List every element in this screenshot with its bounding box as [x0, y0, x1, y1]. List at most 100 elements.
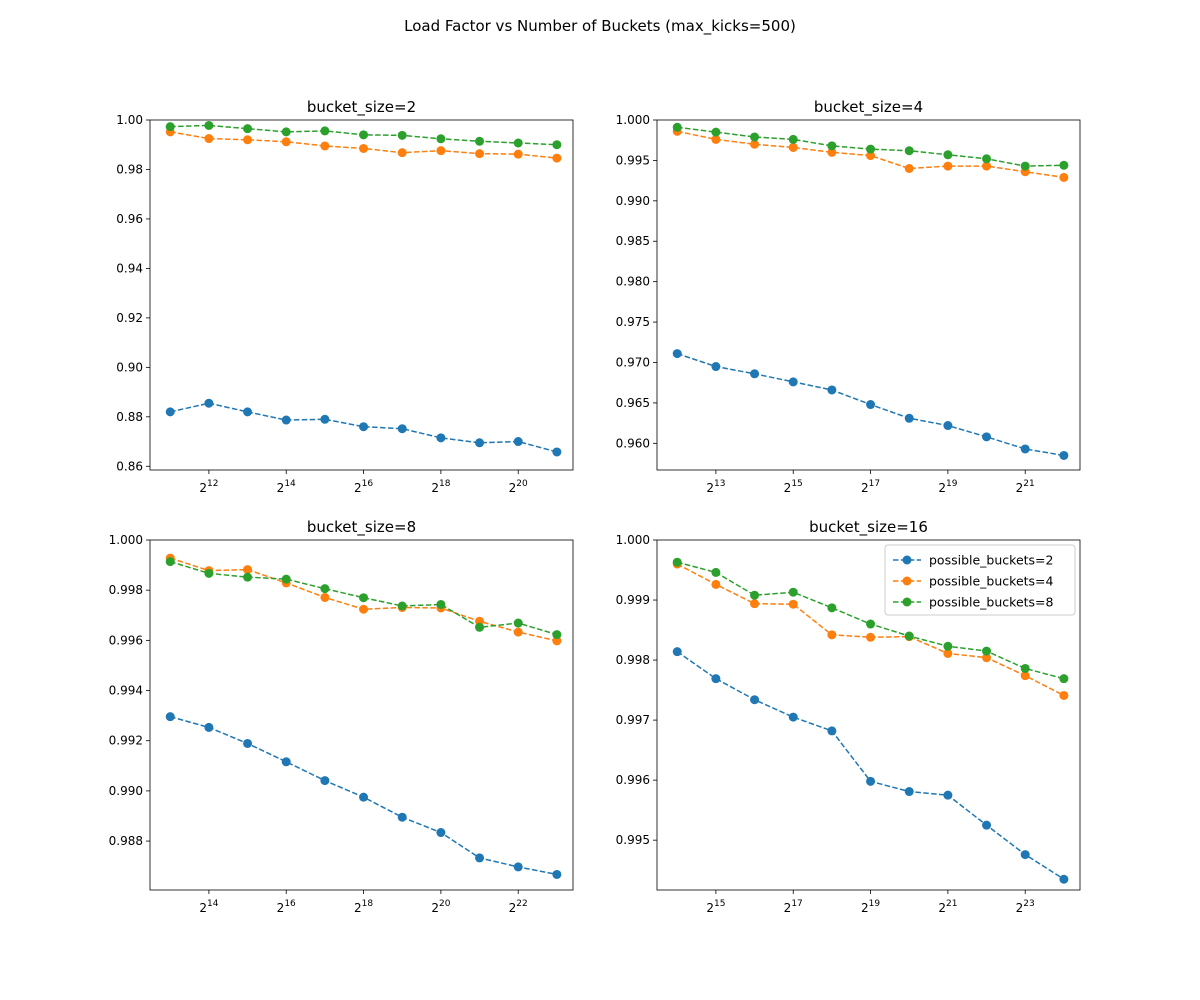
- data-point: [1059, 172, 1069, 182]
- data-point: [475, 622, 485, 632]
- y-tick-label: 0.995: [616, 153, 650, 167]
- data-point: [204, 134, 214, 144]
- data-point: [750, 590, 760, 600]
- y-tick-label: 0.992: [109, 734, 143, 748]
- data-point: [750, 139, 760, 149]
- data-point: [711, 567, 721, 577]
- data-point: [281, 757, 291, 767]
- y-tick-label: 0.86: [116, 459, 143, 473]
- data-point: [204, 398, 214, 408]
- data-point: [243, 572, 253, 582]
- subplot-3: bucket_size=8 0.988 0.990 0.992 0.994 0.996 0.…: [109, 518, 574, 915]
- data-point: [320, 141, 330, 151]
- data-point: [552, 630, 562, 640]
- data-point: [672, 647, 682, 657]
- data-point: [1020, 671, 1030, 681]
- x-tick-label: 218: [354, 899, 373, 915]
- data-point: [552, 636, 562, 646]
- data-point: [1059, 160, 1069, 170]
- data-point: [904, 163, 914, 173]
- legend-label: possible_buckets=4: [929, 574, 1054, 589]
- data-point: [982, 161, 992, 171]
- data-point: [320, 414, 330, 424]
- x-tick-label: 220: [509, 479, 528, 495]
- data-point: [711, 579, 721, 589]
- data-point: [788, 599, 798, 609]
- x-tick-label: 214: [277, 479, 296, 495]
- data-point: [436, 433, 446, 443]
- y-tick-label: 0.995: [616, 833, 650, 847]
- data-point: [943, 150, 953, 160]
- series-possible_buckets=8: [672, 122, 1069, 171]
- data-point: [513, 618, 523, 628]
- y-tick-label: 0.990: [109, 784, 143, 798]
- series-possible_buckets=2: [672, 349, 1069, 460]
- data-point: [943, 161, 953, 171]
- data-point: [866, 776, 876, 786]
- data-point: [827, 385, 837, 395]
- axes-frame: [149, 539, 574, 891]
- data-point: [552, 140, 562, 150]
- data-point: [552, 447, 562, 457]
- data-point: [359, 130, 369, 140]
- data-point: [827, 603, 837, 613]
- series-line: [676, 651, 1065, 880]
- legend-box: [884, 544, 1076, 616]
- legend-label: possible_buckets=8: [929, 595, 1054, 610]
- y-tick-label: 0.994: [109, 684, 143, 698]
- data-point: [982, 653, 992, 663]
- y-tick-label: 1.000: [109, 533, 143, 547]
- x-tick-label: 215: [784, 479, 803, 495]
- data-point: [320, 592, 330, 602]
- data-point: [513, 862, 523, 872]
- data-point: [827, 147, 837, 157]
- y-tick-label: 1.00: [116, 113, 143, 127]
- data-point: [1059, 450, 1069, 460]
- data-point: [1020, 161, 1030, 171]
- x-tick-label: 221: [938, 899, 957, 915]
- data-point: [552, 153, 562, 163]
- data-point: [750, 369, 760, 379]
- data-point: [1020, 444, 1030, 454]
- y-tick-label: 0.94: [116, 261, 143, 275]
- subplot-4: bucket_size=16 0.995 0.996 0.997 0.998 0.999 1…: [616, 518, 1081, 915]
- data-point: [397, 601, 407, 611]
- series-possible_buckets=4: [165, 553, 562, 646]
- data-point: [397, 148, 407, 158]
- data-point: [204, 568, 214, 578]
- data-point: [243, 407, 253, 417]
- data-point: [475, 438, 485, 448]
- subplot-1: bucket_size=2 0.86 0.88 0.90 0.92 0.94 0.96 0.9…: [116, 98, 574, 495]
- data-point: [982, 432, 992, 442]
- data-point: [359, 422, 369, 432]
- subplot-title: bucket_size=8: [307, 518, 416, 537]
- x-tick-label: 217: [784, 899, 803, 915]
- y-tick-label: 0.970: [616, 355, 650, 369]
- data-point: [866, 151, 876, 161]
- series-possible_buckets=2: [165, 712, 562, 879]
- series-possible_buckets=4: [672, 126, 1069, 182]
- data-point: [204, 120, 214, 130]
- axes-frame: [656, 119, 1081, 471]
- data-point: [397, 812, 407, 822]
- data-point: [165, 407, 175, 417]
- x-tick-label: 219: [861, 899, 880, 915]
- data-point: [436, 828, 446, 838]
- series-possible_buckets=4: [165, 127, 562, 163]
- data-point: [866, 632, 876, 642]
- y-tick-label: 0.98: [116, 162, 143, 176]
- data-point: [788, 142, 798, 152]
- data-point: [513, 437, 523, 447]
- y-tick-label: 0.980: [616, 275, 650, 289]
- data-point: [827, 630, 837, 640]
- data-point: [904, 146, 914, 156]
- data-point: [672, 122, 682, 132]
- data-point: [711, 362, 721, 372]
- series-possible_buckets=2: [165, 398, 562, 457]
- x-tick-label: 223: [1016, 899, 1035, 915]
- data-point: [982, 646, 992, 656]
- x-tick-label: 212: [199, 479, 218, 495]
- y-tick-label: 0.990: [616, 194, 650, 208]
- data-point: [866, 144, 876, 154]
- y-tick-label: 0.975: [616, 315, 650, 329]
